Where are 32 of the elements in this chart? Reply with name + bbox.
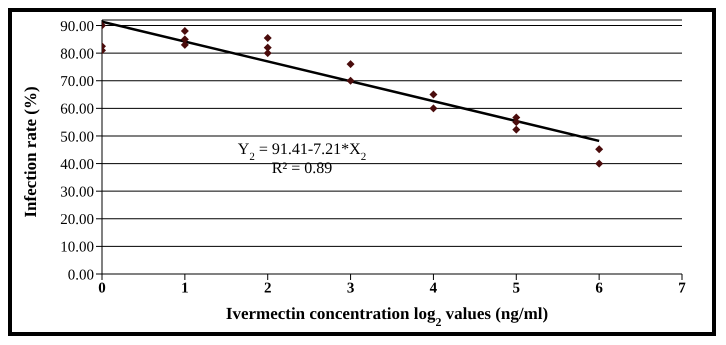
point	[429, 90, 438, 99]
x-axis-title: Ivermectin concentration log$_{2}$ values (ng/ml)	[226, 304, 548, 329]
annotation: R² = 0.89	[272, 160, 332, 177]
point	[429, 104, 438, 112]
point	[512, 126, 520, 134]
y-axis-title: Infection rate (%)	[21, 86, 40, 218]
x-tick-label: 6	[595, 280, 604, 297]
point	[180, 27, 189, 36]
x-tick-label: 4	[430, 280, 438, 297]
x-tick-label: 5	[512, 280, 520, 297]
x-tick-label: 3	[346, 280, 354, 297]
y-tick-label: 10.00	[60, 240, 94, 256]
point	[595, 145, 604, 154]
annotation: Y$_{2}$ = 91.41-7.21*X$_{2}$	[238, 141, 366, 163]
point	[264, 49, 272, 58]
x-tick-label: 0	[98, 280, 106, 297]
y-tick-label: 0.00	[68, 267, 94, 284]
y-tick-label: 30.00	[60, 184, 94, 200]
point	[346, 76, 355, 85]
y-tick-label: 60.00	[60, 102, 94, 118]
point	[346, 60, 355, 68]
y-tick-label: 70.00	[60, 74, 94, 90]
y-tick-label: 20.00	[60, 212, 94, 228]
point	[595, 160, 604, 168]
point	[264, 34, 272, 42]
x-tick-label: 1	[181, 280, 189, 297]
x-tick-label: 7	[678, 280, 686, 297]
y-tick-label: 40.00	[60, 156, 94, 173]
x-tick-label: 2	[264, 280, 272, 297]
y-tick-label: 90.00	[60, 18, 94, 35]
y-tick-label: 80.00	[60, 46, 94, 62]
y-tick-label: 50.00	[60, 129, 94, 146]
